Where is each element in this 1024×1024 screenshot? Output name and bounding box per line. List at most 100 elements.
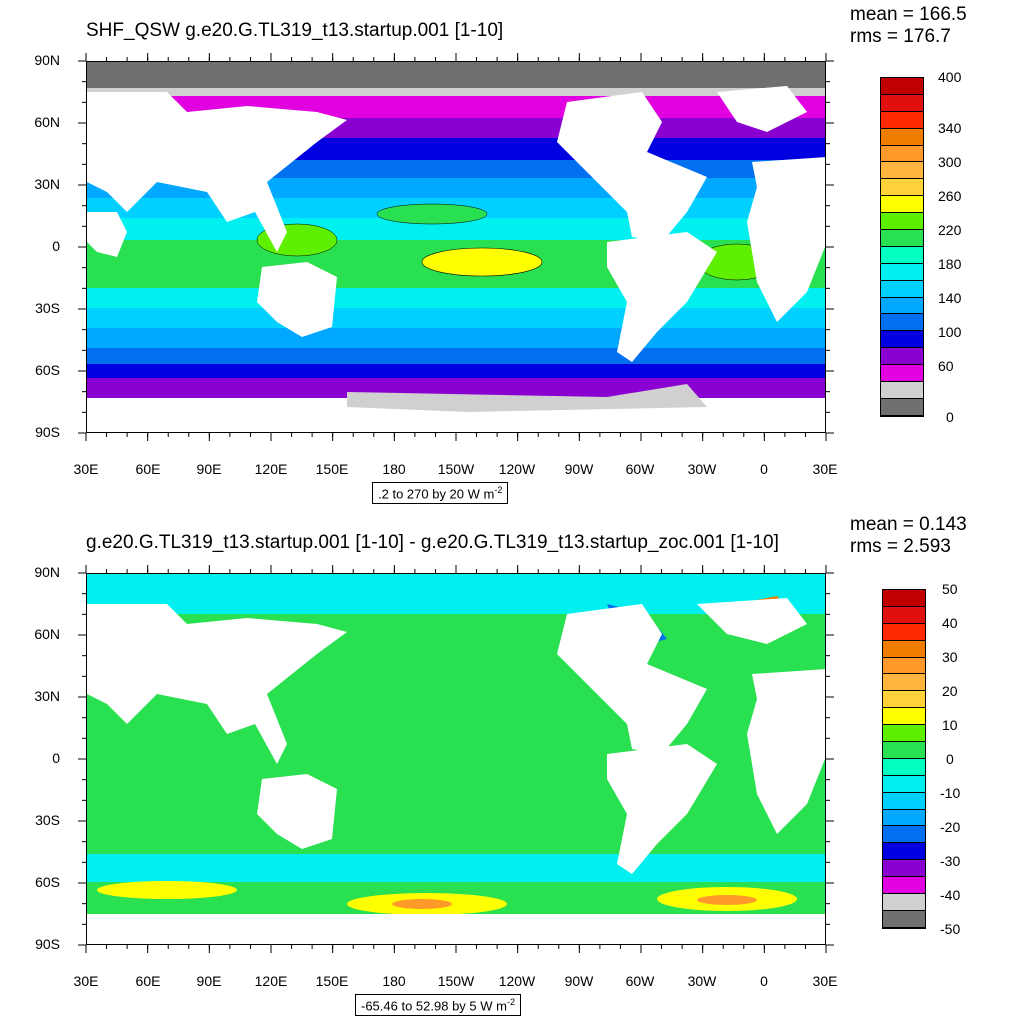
- top-cbar-label-260: 260: [938, 188, 962, 204]
- top-lon-label-90e: 90E: [196, 461, 222, 477]
- top-lat-label-30s: 30S: [35, 300, 60, 316]
- top-cbar-label-60: 60: [938, 358, 954, 374]
- top-colorbar-cell: [881, 263, 923, 281]
- top-rms-value: rms = 176.7: [850, 26, 951, 47]
- bottom-lon-label-90w: 90W: [564, 973, 594, 989]
- top-lon-label-120w: 120W: [498, 461, 536, 477]
- top-lon-label-60e: 60E: [135, 461, 161, 477]
- top-cbar-label-140: 140: [938, 290, 962, 306]
- bottom-lon-label-30w: 30W: [687, 973, 717, 989]
- top-colorbar-cell: [881, 331, 923, 349]
- bottom-lon-label-120e: 120E: [254, 973, 288, 989]
- bottom-contour-info-text: -65.46 to 52.98 by 5 W m: [361, 998, 507, 1014]
- bottom-cbar-label-50: 50: [942, 581, 958, 597]
- bottom-colorbar-cell: [883, 894, 925, 911]
- bottom-colorbar-cell: [883, 725, 925, 743]
- bottom-cbar-label-20: 20: [942, 683, 958, 699]
- bottom-cbar-label-10: 10: [942, 717, 958, 733]
- top-colorbar-cell: [881, 348, 923, 366]
- top-colorbar-cell: [881, 196, 923, 214]
- bottom-lon-label-150e: 150E: [315, 973, 349, 989]
- top-lon-label-0: 0: [760, 461, 768, 477]
- bottom-colorbar-cell: [883, 826, 925, 844]
- bottom-colorbar-cell: [883, 640, 925, 658]
- top-colorbar-cell: [881, 280, 923, 298]
- bottom-colorbar-cell: [883, 809, 925, 827]
- bottom-contour-info-exponent: -2: [506, 997, 515, 1007]
- top-lat-label-30n: 30N: [34, 176, 60, 192]
- bottom-map-plot: [86, 573, 826, 945]
- bottom-colorbar-cell: [883, 860, 925, 878]
- top-colorbar-cell: [881, 94, 923, 112]
- bottom-lat-label-0: 0: [52, 750, 60, 766]
- bottom-colorbar-cell: [883, 657, 925, 675]
- bottom-cbar-label-0: 0: [946, 751, 954, 767]
- bottom-colorbar-cell: [883, 775, 925, 793]
- top-lon-label-60w: 60W: [625, 461, 655, 477]
- top-colorbar-cell: [881, 162, 923, 180]
- top-map-panel: SHF_QSW g.e20.G.TL319_t13.startup.001 [1…: [34, 4, 967, 505]
- top-map-field: [87, 62, 825, 432]
- top-map-plot: [86, 61, 826, 433]
- top-lon-label-150e: 150E: [315, 461, 349, 477]
- bottom-map-field: [87, 574, 825, 944]
- top-cbar-label-400: 400: [938, 69, 962, 85]
- bottom-colorbar-cell: [883, 590, 925, 607]
- bottom-map-panel: g.e20.G.TL319_t13.startup.001 [1-10] - g…: [0, 512, 1024, 1024]
- bottom-colorbar-cell: [883, 623, 925, 641]
- top-lon-label-180: 180: [382, 461, 406, 477]
- top-colorbar-cell: [881, 230, 923, 247]
- top-lat-label-0: 0: [52, 238, 60, 254]
- bottom-mean-value: mean = 0.143: [850, 514, 967, 535]
- bottom-lat-label-30s: 30S: [35, 812, 60, 828]
- bottom-lat-label-90s: 90S: [35, 936, 60, 952]
- bottom-lat-label-60n: 60N: [34, 626, 60, 642]
- bottom-lat-label-30n: 30N: [34, 688, 60, 704]
- top-colorbar-cell: [881, 398, 923, 416]
- bottom-colorbar-cell: [883, 843, 925, 861]
- bottom-cbar-label-minus30: -30: [940, 853, 961, 869]
- bottom-cbar-label-minus20: -20: [940, 819, 961, 835]
- top-cbar-label-180: 180: [938, 256, 962, 272]
- top-cbar-label-220: 220: [938, 222, 962, 238]
- top-colorbar-cell: [881, 365, 923, 383]
- top-lat-label-60n: 60N: [34, 114, 60, 130]
- top-lon-label-120e: 120E: [254, 461, 288, 477]
- bottom-cbar-label-30: 30: [942, 649, 958, 665]
- top-contour-info-exponent: -2: [494, 485, 503, 495]
- top-colorbar-cell: [881, 297, 923, 315]
- bottom-lon-label-150w: 150W: [437, 973, 475, 989]
- top-colorbar-cell: [881, 382, 923, 399]
- top-colorbar-cell: [881, 111, 923, 129]
- bottom-cbar-label-40: 40: [942, 615, 958, 631]
- top-lon-label-90w: 90W: [564, 461, 594, 477]
- bottom-colorbar-cell: [883, 758, 925, 776]
- top-colorbar-cell: [881, 314, 923, 332]
- bottom-lon-label-60e: 60E: [135, 973, 161, 989]
- bottom-lat-label-60s: 60S: [35, 874, 60, 890]
- top-map-title: SHF_QSW g.e20.G.TL319_t13.startup.001 [1…: [86, 20, 504, 41]
- bottom-colorbar-cell: [883, 691, 925, 709]
- top-lat-label-90n: 90N: [34, 52, 60, 68]
- bottom-lon-label-0: 0: [760, 973, 768, 989]
- bottom-colorbar-cell: [883, 606, 925, 624]
- bottom-lat-label-90n: 90N: [34, 564, 60, 580]
- bottom-colorbar: [882, 589, 926, 929]
- bottom-lon-label-60w: 60W: [625, 973, 655, 989]
- bottom-lon-label-180: 180: [382, 973, 406, 989]
- bottom-colorbar-cell: [883, 674, 925, 692]
- bottom-colorbar-cell: [883, 742, 925, 759]
- bottom-colorbar-cell: [883, 708, 925, 726]
- top-lon-label-30e: 30E: [73, 461, 99, 477]
- bottom-colorbar-cell: [883, 792, 925, 810]
- top-colorbar-cell: [881, 213, 923, 231]
- top-colorbar-cell: [881, 246, 923, 264]
- bottom-cbar-label-minus50: -50: [940, 921, 961, 937]
- bottom-colorbar-cell: [883, 877, 925, 895]
- top-colorbar-cell: [881, 78, 923, 95]
- top-lon-label-150w: 150W: [437, 461, 475, 477]
- top-lon-label-30e-right: 30E: [812, 461, 838, 477]
- top-lat-label-60s: 60S: [35, 362, 60, 378]
- top-cbar-label-100: 100: [938, 324, 962, 340]
- top-cbar-label-0: 0: [946, 409, 954, 425]
